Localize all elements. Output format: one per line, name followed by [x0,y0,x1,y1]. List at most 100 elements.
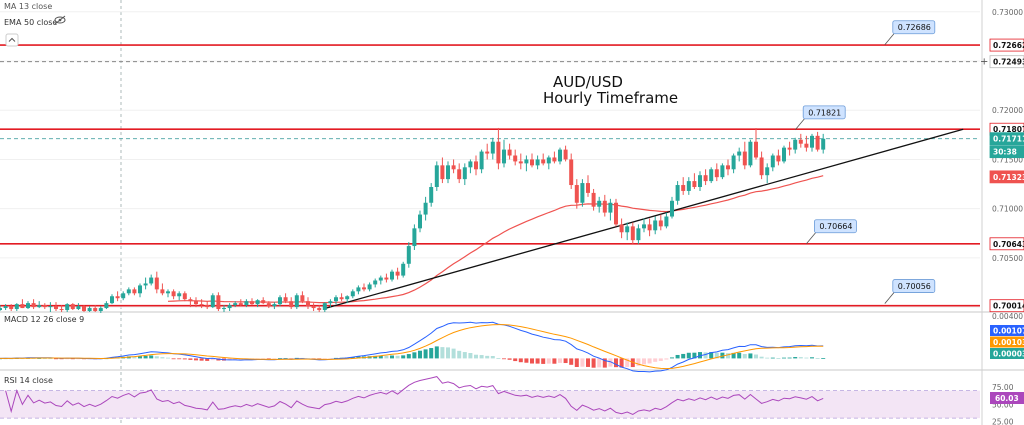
candle [171,289,176,300]
candle-body [642,224,646,229]
candle-body [759,157,764,176]
candle-body [782,147,786,162]
macd-histogram-bar [412,352,417,359]
candle [770,153,775,172]
macd-histogram-bar [518,358,523,363]
price-tag-box [989,237,1024,251]
macd-histogram-bar [636,358,641,366]
macd-histogram-bar [670,357,674,359]
candle-body [48,306,53,308]
candle [625,222,630,241]
candle [776,149,781,166]
candle [798,133,803,148]
candle [0,305,2,312]
callout-box [892,279,936,293]
candle [686,177,691,195]
candle-body [787,147,792,150]
price-tick-label: 0.70500 [992,254,1023,263]
candle [222,305,226,312]
macd-histogram-bar [804,357,809,359]
candle-body [154,277,159,290]
candle-body [608,202,613,213]
candle-body [210,295,215,308]
candle [742,141,747,170]
rsi-band [0,390,980,419]
candle-body [457,169,462,180]
macd-histogram-bar [502,358,506,360]
candle-body [87,308,92,312]
macd-histogram-bar [714,352,719,359]
candle [283,293,288,304]
candle-body [289,301,294,308]
rsi-label: RSI 14 close [4,376,53,385]
candle [154,271,159,294]
macd-tag-macd: 0.00107 [990,325,1024,336]
candle-body [227,305,232,309]
macd-histogram-bar [574,358,579,367]
macd-histogram-bar [210,358,215,361]
macd-histogram-bar [776,358,781,359]
candle [14,303,19,312]
candle-body [395,271,400,276]
macd-histogram-bar [322,358,327,360]
candle [339,293,344,302]
candle [328,299,333,308]
macd-tag-label: 0.00003 [993,350,1024,359]
candle [451,159,456,174]
macd-histogram-bar [614,358,618,368]
candle-body [451,165,456,170]
candle-body [798,139,803,144]
candle-body [698,175,702,188]
candle-body [222,308,226,310]
macd-histogram-bar [793,357,798,359]
candle-body [149,277,154,284]
candle-body [474,161,478,170]
candle [765,163,770,184]
candle-body [580,183,585,203]
candle [446,161,450,184]
macd-histogram-bar [373,355,378,359]
macd-histogram-bar [580,358,585,367]
candle-body [647,224,652,231]
candle-body [188,299,193,302]
collapse-chevron-icon[interactable] [5,33,19,47]
candle-body [20,304,25,309]
macd-histogram-bar [754,354,758,359]
candle-body [714,169,719,178]
macd-histogram-bar [462,352,467,359]
candle-body [322,303,327,311]
candle [87,306,92,312]
macd-histogram-bar [709,352,714,359]
macd-histogram-bar [625,358,630,367]
candle-body [468,161,473,168]
candle [586,175,590,197]
callout-label: 0.70664 [819,222,852,231]
macd-histogram-bar [798,357,803,359]
candle-body [658,220,663,227]
candle-body [367,284,372,290]
candle [558,147,562,165]
candle [334,295,338,305]
candle [31,299,36,310]
candle-body [31,303,36,308]
candle [59,305,64,312]
macd-histogram-bar [558,358,562,363]
candle [412,224,417,250]
candle [597,196,602,213]
candle [815,131,820,152]
callout-label: 0.71821 [808,108,841,117]
candle [647,218,652,237]
rsi-line [5,376,824,415]
eye-off-icon[interactable] [54,15,66,25]
candle [54,302,58,312]
macd-tag-label: 0.00103 [993,338,1024,347]
price-tag-box [989,299,1024,313]
macd-histogram-bar [272,358,277,360]
candle-body [143,283,148,286]
macd-tag-box [990,336,1024,348]
candle-body [804,143,809,148]
candle [552,151,557,164]
price-tag-box [989,145,1024,159]
legend-ma13: MA 13 close [4,2,52,11]
price-callout: 0.72686 [884,20,936,45]
